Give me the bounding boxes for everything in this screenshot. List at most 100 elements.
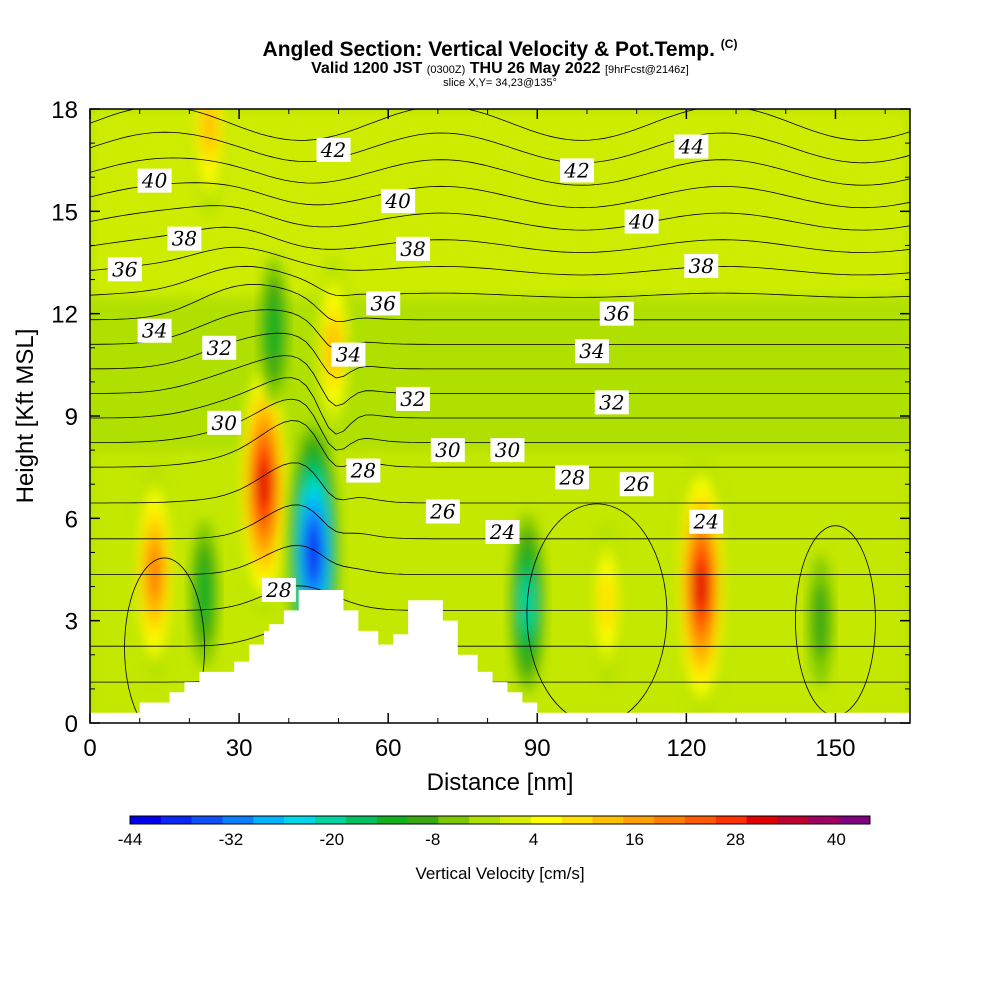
contour-label: 38 xyxy=(684,253,719,278)
colorbar-tick-label: 4 xyxy=(529,830,538,849)
colorbar-swatch xyxy=(253,816,285,824)
contour-label: 42 xyxy=(316,137,351,162)
contour-label-box xyxy=(137,168,172,193)
contour-label-box xyxy=(674,134,709,159)
contour-label-box xyxy=(396,386,431,411)
colorbar-swatch xyxy=(345,816,377,824)
y-axis-label: Height [Kft MSL] xyxy=(12,329,39,504)
contour-label-box xyxy=(624,209,659,234)
contour-label-box xyxy=(490,438,525,463)
contour-label-box xyxy=(555,465,590,490)
contour-label-box xyxy=(684,253,719,278)
contour-label: 30 xyxy=(430,438,465,463)
contour-label-box xyxy=(331,342,366,367)
colorbar-swatch xyxy=(777,816,809,824)
contour-label: 34 xyxy=(137,318,172,343)
colorbar-tick-label: -8 xyxy=(425,830,440,849)
contour-label-text: 40 xyxy=(384,189,411,213)
isentrope-line xyxy=(90,585,910,611)
contour-label: 30 xyxy=(207,410,242,435)
colorbar-frame xyxy=(129,815,871,825)
contour-label-box xyxy=(574,339,609,364)
contour-label-text: 34 xyxy=(142,319,167,343)
isentrope-line xyxy=(90,283,910,322)
x-tick-label: 120 xyxy=(666,735,706,762)
contour-label-text: 28 xyxy=(265,578,291,602)
contour-label-box xyxy=(689,509,724,534)
contour-label-text: 30 xyxy=(435,438,461,462)
contour-label: 26 xyxy=(425,499,460,524)
x-tick-label: 30 xyxy=(226,735,253,762)
contour-label: 38 xyxy=(167,226,202,251)
isentrope-line xyxy=(90,226,910,253)
contour-label-box xyxy=(207,410,242,435)
colorbar-swatch xyxy=(808,816,840,824)
contour-label-text: 32 xyxy=(206,336,231,360)
contour-label-box xyxy=(366,291,401,316)
contour-label-box xyxy=(425,499,460,524)
contour-label-text: 44 xyxy=(678,135,704,159)
terrain-fill xyxy=(90,589,910,723)
contour-label-text: 26 xyxy=(623,472,650,496)
isentrope-line xyxy=(90,626,910,647)
contour-label-text: 30 xyxy=(495,438,521,462)
colorbar-swatch xyxy=(160,816,192,824)
contour-label-box xyxy=(167,226,202,251)
x-tick-label: 60 xyxy=(375,735,402,762)
y-tick-label: 9 xyxy=(65,404,78,431)
colorbar-swatch xyxy=(469,816,501,824)
contour-label-box xyxy=(381,189,416,214)
contour-label-text: 38 xyxy=(172,227,197,251)
colorbar-swatch xyxy=(284,816,316,824)
isentrope-line xyxy=(90,420,910,468)
contour-label-text: 24 xyxy=(693,510,719,534)
contour-label-text: 38 xyxy=(400,237,425,261)
isentrope-line xyxy=(90,462,910,504)
colorbar-swatch xyxy=(530,816,562,824)
contour-label: 38 xyxy=(396,236,431,261)
velocity-feature xyxy=(134,466,175,679)
contour-label: 28 xyxy=(555,465,590,490)
y-tick-label: 3 xyxy=(65,609,78,636)
contour-label: 40 xyxy=(381,189,416,214)
y-tick-label: 6 xyxy=(65,506,78,533)
velocity-feature xyxy=(808,554,833,687)
isentrope-line xyxy=(90,265,910,298)
velocity-feature xyxy=(676,456,727,717)
colorbar-swatch xyxy=(839,816,871,824)
colorbar-swatch xyxy=(130,816,162,824)
contour-label-text: 42 xyxy=(563,158,589,182)
colorbar-tick-label: -32 xyxy=(219,830,244,849)
contour-label: 34 xyxy=(574,339,609,364)
contour-label-box xyxy=(316,137,351,162)
velocity-feature xyxy=(192,109,227,217)
slice-info: slice X,Y= 34,23@135° xyxy=(443,77,557,89)
colorbar-swatch xyxy=(654,816,686,824)
contour-label-box xyxy=(599,301,634,326)
contour-label-text: 30 xyxy=(211,411,237,435)
colorbar-swatch xyxy=(500,816,532,824)
colorbar-swatch xyxy=(715,816,747,824)
colorbar: -44 -32 -20 -8 4 16 28 40 xyxy=(118,815,871,849)
contour-label-text: 42 xyxy=(320,138,346,162)
velocity-feature xyxy=(190,519,219,668)
contour-label-box xyxy=(261,577,296,602)
velocity-feature xyxy=(260,256,288,405)
vertical-velocity-shading xyxy=(90,109,910,723)
isentrope-line xyxy=(90,309,910,351)
colorbar-swatch xyxy=(407,816,439,824)
isentrope-line xyxy=(124,557,205,723)
contour-label: 40 xyxy=(624,209,659,234)
colorbar-swatch xyxy=(376,816,408,824)
contour-label: 36 xyxy=(599,301,634,326)
velocity-feature xyxy=(238,354,289,615)
contour-label: 26 xyxy=(619,472,654,497)
contour-label: 44 xyxy=(674,134,709,159)
contour-label: 30 xyxy=(490,438,525,463)
contour-label: 36 xyxy=(366,291,401,316)
contour-label-text: 34 xyxy=(579,339,604,363)
contour-label-box xyxy=(107,257,142,282)
isentrope-line xyxy=(90,377,910,435)
contour-label: 28 xyxy=(261,577,296,602)
